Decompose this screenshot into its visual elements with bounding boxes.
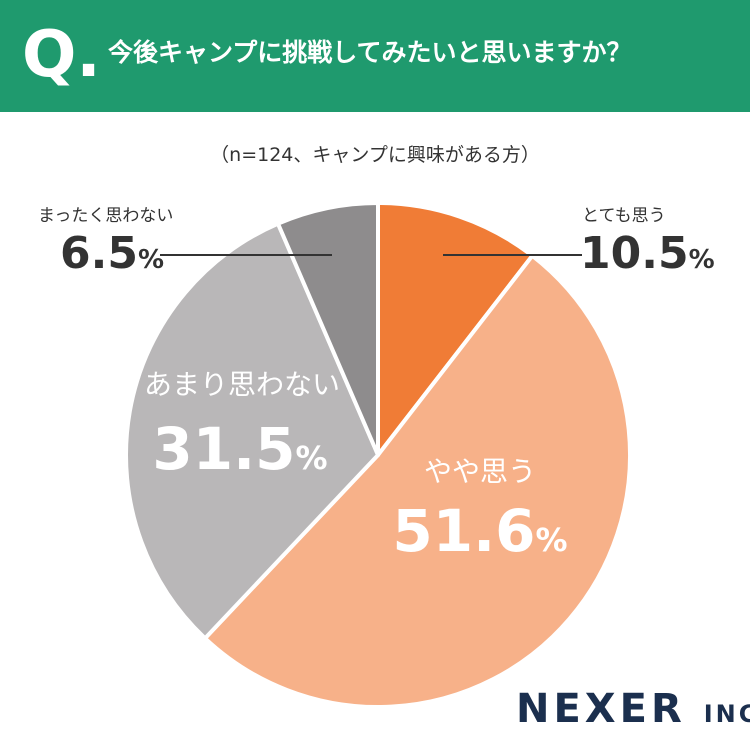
label-disagree-name: あまり思わない — [143, 368, 340, 401]
label-strong-disagree-value: 6.5% — [60, 228, 165, 279]
sample-note: （n=124、キャンプに興味がある方） — [210, 144, 540, 166]
pie-slice-strong-disagree — [276, 201, 380, 457]
label-strong-agree-value: 10.5% — [580, 228, 715, 279]
label-disagree-value: 31.5% — [152, 415, 328, 483]
question-title: 今後キャンプに挑戦してみたいと思いますか？ — [108, 38, 632, 67]
label-agree-value: 51.6% — [392, 497, 568, 565]
label-agree-name: やや思う — [423, 455, 536, 488]
label-strong-agree-name: とても思う — [582, 206, 666, 226]
pie-slices — [124, 201, 632, 709]
question-mark: Q. — [22, 18, 101, 92]
label-strong-disagree-name: まったく思わない — [38, 206, 174, 226]
pie-slice-strong-agree — [376, 201, 535, 457]
brand-logo: NEXER INC. — [516, 686, 750, 732]
pie-slice-agree — [203, 253, 632, 709]
question-header: Q. 今後キャンプに挑戦してみたいと思いますか？ — [0, 0, 750, 112]
pie-slice-disagree — [124, 221, 380, 641]
